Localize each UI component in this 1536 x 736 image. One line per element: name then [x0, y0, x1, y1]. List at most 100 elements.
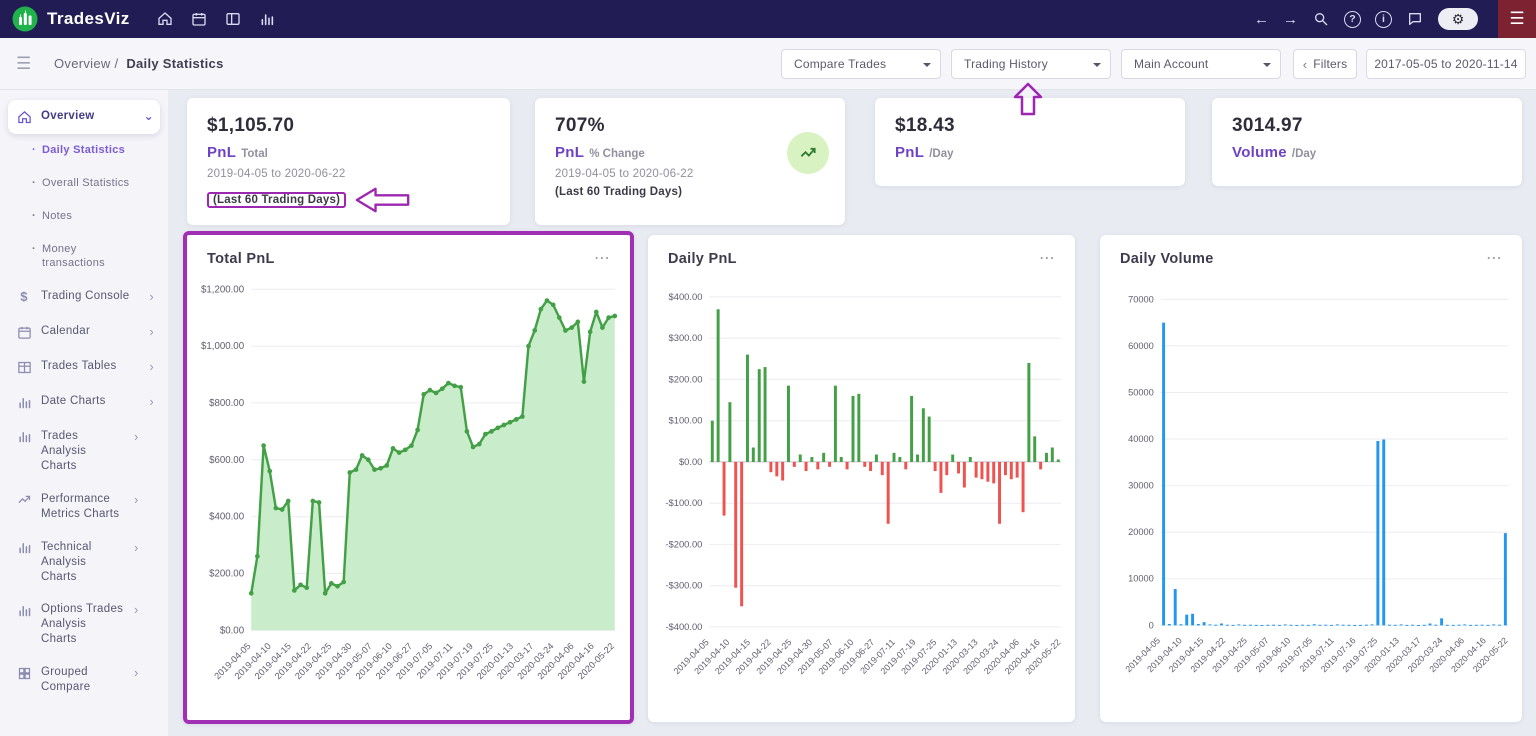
chart-menu-icon[interactable]: ⋯	[594, 250, 612, 267]
sidebar: Overview Daily Statistics Overall Statis…	[0, 90, 168, 736]
chevron-right-icon	[134, 602, 139, 619]
sidebar-item-label: Trades Tables	[41, 360, 117, 373]
svg-text:0: 0	[1149, 620, 1154, 630]
navbar-tools: ← → ? i ⚙ ☰	[1254, 0, 1536, 38]
svg-text:$200.00: $200.00	[209, 568, 245, 579]
sidebar-item-options-trades-analysis-charts[interactable]: Options Trades Analysis Charts	[8, 593, 160, 656]
chevron-right-icon	[149, 289, 154, 306]
sidebar-item-money-transactions[interactable]: Money transactions	[8, 233, 128, 281]
navbar-shortcuts	[156, 10, 276, 28]
total-pnl-chart-card: Total PnL ⋯ $0.00 $200.00 $400.00 $600.00 $8…	[183, 231, 634, 724]
pnl-metric-suffix: /Day	[929, 148, 954, 160]
dollar-icon: $	[20, 288, 28, 304]
pnl-per-day-card: $18.43 PnL /Day	[875, 98, 1185, 186]
sidebar-item-label: Options Trades Analysis Charts	[41, 603, 124, 646]
pnl-date-range: 2019-04-05 to 2020-06-22	[555, 168, 694, 180]
daily-pnl-chart-card: Daily PnL ⋯ $400.00 $300.00 $200.00 $100.00…	[648, 235, 1075, 722]
bar-chart-icon	[16, 429, 32, 445]
trading-history-select[interactable]: Trading History	[951, 49, 1111, 79]
chart-title: Daily Volume	[1120, 251, 1214, 267]
svg-text:$200.00: $200.00	[669, 374, 703, 384]
bar-chart-icon	[16, 394, 32, 410]
forward-arrow-icon[interactable]: →	[1283, 10, 1298, 28]
bar-chart-icon[interactable]	[258, 10, 276, 28]
svg-text:$400.00: $400.00	[209, 512, 245, 523]
calendar-icon	[16, 324, 32, 340]
chart-menu-icon[interactable]: ⋯	[1039, 250, 1057, 267]
trend-up-badge	[787, 132, 829, 174]
chat-icon[interactable]	[1406, 10, 1424, 28]
date-range-value: 2017-05-05 to 2020-11-14	[1374, 57, 1518, 71]
sidebar-item-calendar[interactable]: Calendar	[8, 315, 160, 350]
bar-chart-icon	[16, 602, 32, 618]
daily-volume-chart: 70000 60000 50000 40000 30000 20000 10000 0 2019…	[1106, 279, 1516, 716]
volume-metric-label: Volume	[1232, 144, 1287, 161]
sidebar-item-technical-analysis-charts[interactable]: Technical Analysis Charts	[8, 531, 160, 594]
chevron-right-icon	[149, 359, 154, 376]
search-icon[interactable]	[1312, 10, 1330, 28]
sidebar-item-trading-console[interactable]: $ Trading Console	[8, 280, 160, 315]
svg-text:50000: 50000	[1128, 387, 1154, 397]
svg-text:$0.00: $0.00	[679, 457, 702, 467]
main-account-value: Main Account	[1134, 57, 1209, 71]
last-60-days-note: (Last 60 Trading Days)	[555, 186, 683, 198]
sidebar-item-overall-statistics[interactable]: Overall Statistics	[8, 167, 160, 200]
filters-button[interactable]: ‹ Filters	[1293, 49, 1357, 79]
chart-menu-icon[interactable]: ⋯	[1486, 250, 1504, 267]
settings-toggle[interactable]: ⚙	[1438, 8, 1478, 30]
pnl-metric-label: PnL	[895, 144, 925, 161]
brand[interactable]: TradesViz	[12, 6, 130, 32]
compare-trades-select[interactable]: Compare Trades	[781, 49, 941, 79]
brand-name: TradesViz	[47, 9, 130, 28]
svg-text:$0.00: $0.00	[220, 625, 245, 636]
svg-text:-$200.00: -$200.00	[665, 539, 702, 549]
date-range-button[interactable]: 2017-05-05 to 2020-11-14	[1366, 49, 1526, 79]
pnl-total-card: $1,105.70 PnL Total 2019-04-05 to 2020-0…	[187, 98, 510, 225]
chevron-right-icon	[149, 394, 154, 411]
menu-icon[interactable]: ☰	[1498, 0, 1536, 38]
volume-per-day-card: 3014.97 Volume /Day	[1212, 98, 1522, 186]
sidebar-item-date-charts[interactable]: Date Charts	[8, 385, 160, 420]
svg-text:$1,200.00: $1,200.00	[201, 284, 245, 295]
gear-icon: ⚙	[1451, 10, 1465, 27]
back-arrow-icon[interactable]: ←	[1254, 10, 1269, 28]
pnl-metric-suffix: % Change	[589, 148, 645, 160]
main-account-select[interactable]: Main Account	[1121, 49, 1281, 79]
tradesviz-logo-icon	[12, 6, 38, 32]
sidebar-toggle-icon[interactable]: ☰	[16, 54, 32, 73]
breadcrumb-section[interactable]: Overview /	[54, 56, 119, 71]
pnl-change-value: 707%	[555, 115, 605, 136]
svg-text:40000: 40000	[1128, 434, 1154, 444]
trend-up-icon	[16, 492, 32, 508]
help-icon[interactable]: ?	[1344, 10, 1361, 28]
svg-text:$1,000.00: $1,000.00	[201, 341, 245, 352]
chart-title: Daily PnL	[668, 251, 737, 267]
table-icon	[16, 359, 32, 375]
sidebar-item-trades-tables[interactable]: Trades Tables	[8, 350, 160, 385]
sidebar-item-label: Overview	[41, 110, 95, 122]
layout-columns-icon[interactable]	[224, 10, 242, 28]
info-icon[interactable]: i	[1375, 10, 1392, 28]
sidebar-item-label: Calendar	[41, 325, 91, 338]
pnl-total-value: $1,105.70	[207, 115, 295, 136]
sidebar-item-trades-analysis-charts[interactable]: Trades Analysis Charts	[8, 420, 160, 483]
pnl-metric-label: PnL	[207, 144, 237, 161]
chart-title: Total PnL	[207, 251, 275, 267]
svg-text:$300.00: $300.00	[669, 333, 703, 343]
sidebar-item-notes[interactable]: Notes	[8, 200, 160, 233]
svg-text:$100.00: $100.00	[669, 416, 703, 426]
home-icon[interactable]	[156, 10, 174, 28]
sidebar-item-overview[interactable]: Overview	[8, 100, 160, 134]
total-pnl-chart: $0.00 $200.00 $400.00 $600.00 $800.00 $1,000.…	[193, 279, 624, 714]
sidebar-item-grouped-compare[interactable]: Grouped Compare	[8, 656, 160, 704]
sidebar-item-daily-statistics[interactable]: Daily Statistics	[8, 134, 160, 167]
chevron-right-icon	[134, 665, 139, 682]
sidebar-item-performance-metrics-charts[interactable]: Performance Metrics Charts	[8, 483, 160, 531]
calendar-icon[interactable]	[190, 10, 208, 28]
svg-text:-$300.00: -$300.00	[665, 581, 702, 591]
svg-text:$800.00: $800.00	[209, 398, 245, 409]
breadcrumb: Overview / Daily Statistics	[54, 56, 224, 71]
pnl-metric-suffix: Total	[241, 148, 268, 160]
pnl-per-day-value: $18.43	[895, 115, 955, 136]
sidebar-item-label: Date Charts	[41, 395, 106, 408]
